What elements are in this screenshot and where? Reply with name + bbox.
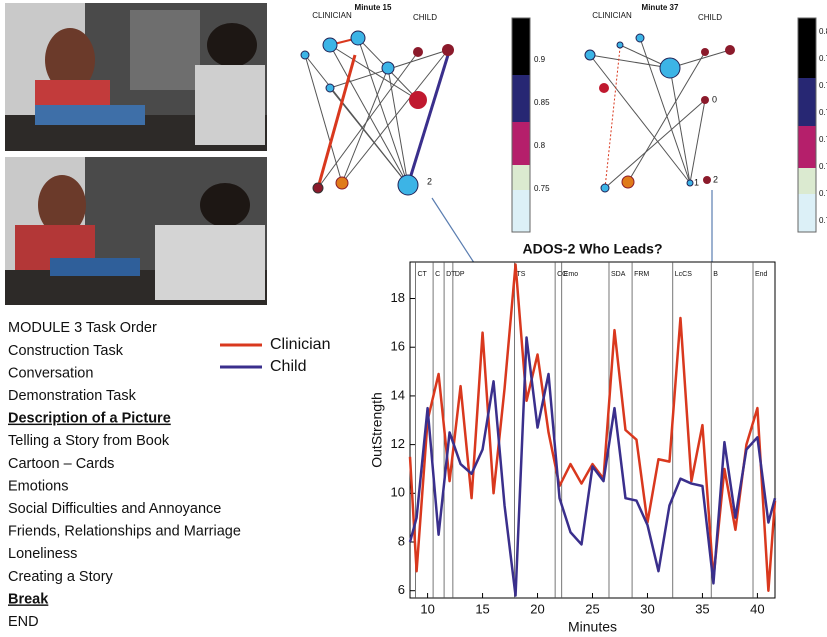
figure: CLINICIAN Minute 15 CHILD 2 CLINICIAN Mi… [0, 0, 827, 637]
segment-label: End [755, 271, 768, 278]
colorbar-tick-label: 0.75 [534, 184, 550, 193]
colorbar-tick-label: 0.8 [534, 141, 546, 150]
network-label: CLINICIAN [312, 11, 352, 20]
line-chart: ADOS-2 Who Leads? Minutes OutStrength 6 8 10 1… [369, 241, 775, 635]
node-label: 0 [712, 94, 717, 104]
network-title: Minute 15 [355, 3, 392, 12]
chart-title: ADOS-2 Who Leads? [522, 241, 662, 257]
network-label: CLINICIAN [592, 11, 632, 20]
legend-label: Child [270, 358, 306, 375]
colorbar: 0.9 0.85 0.8 0.75 [512, 18, 550, 232]
task-item: Description of a Picture [8, 411, 171, 427]
y-tick-label: 10 [391, 485, 405, 500]
x-tick-label: 30 [640, 601, 654, 616]
colorbar-tick-label: 0.8 [819, 27, 827, 36]
segment-label: SDA [611, 271, 626, 278]
segment-label: C [435, 271, 440, 278]
colorbar-tick-label: 0.7 [819, 216, 827, 225]
x-axis-label: Minutes [568, 619, 617, 635]
colorbar-tick-label: 0.7 [819, 54, 827, 63]
y-tick-label: 18 [391, 290, 405, 305]
task-list-title: MODULE 3 Task Order [8, 320, 157, 336]
photo [5, 157, 267, 305]
task-item: Conversation [8, 365, 93, 381]
task-item: Friends, Relationships and Marriage [8, 524, 241, 540]
y-tick-label: 6 [398, 582, 405, 597]
x-tick-label: 20 [530, 601, 544, 616]
colorbar-tick-label: 0.9 [534, 55, 546, 64]
node-label: 2 [427, 176, 432, 186]
colorbar-tick-label: 0.85 [534, 98, 550, 107]
y-tick-label: 14 [391, 387, 405, 402]
y-tick-label: 16 [391, 339, 405, 354]
node-label: 1 [694, 177, 699, 187]
task-item: Break [8, 591, 49, 607]
segment-label: DP [455, 271, 465, 278]
network: CLINICIAN Minute 15 CHILD 2 [301, 3, 454, 195]
segment-label: FRM [634, 271, 649, 278]
colorbar-tick-label: 0.7 [819, 189, 827, 198]
colorbar-tick-label: 0.7 [819, 108, 827, 117]
segment-label: B [713, 271, 718, 278]
task-item: Social Difficulties and Annoyance [8, 501, 221, 517]
segment-label: Emo [564, 271, 579, 278]
network-title: Minute 37 [642, 3, 679, 12]
colorbar-tick-label: 0.7 [819, 135, 827, 144]
colorbar-tick-label: 0.7 [819, 81, 827, 90]
node-label: 2 [713, 174, 718, 184]
x-tick-label: 25 [585, 601, 599, 616]
x-tick-label: 15 [475, 601, 489, 616]
segment-label: CT [417, 271, 427, 278]
y-tick-label: 8 [398, 533, 405, 548]
legend-label: Clinician [270, 336, 330, 353]
task-item: Telling a Story from Book [8, 433, 170, 449]
task-item: Construction Task [8, 343, 124, 359]
x-tick-label: 40 [750, 601, 764, 616]
task-item: Creating a Story [8, 569, 114, 585]
network-label: CHILD [698, 13, 722, 22]
task-item: Cartoon – Cards [8, 456, 114, 472]
task-item: Emotions [8, 478, 68, 494]
task-list: MODULE 3 Task Order Construction Task Conv… [8, 320, 241, 630]
network-label: CHILD [413, 13, 437, 22]
segment-label: TS [516, 271, 525, 278]
network: CLINICIAN Minute 37 CHILD 0 1 2 [585, 3, 735, 192]
x-tick-label: 35 [695, 601, 709, 616]
task-item: END [8, 614, 39, 630]
task-item: Demonstration Task [8, 388, 137, 404]
y-axis-label: OutStrength [369, 392, 385, 468]
task-item: Loneliness [8, 546, 77, 562]
photo [5, 3, 267, 151]
colorbar-tick-label: 0.7 [819, 162, 827, 171]
x-tick-label: 10 [420, 601, 434, 616]
segment-label: LcCS [675, 271, 692, 278]
colorbar: 0.8 0.7 0.7 0.7 0.7 0.7 0.7 0.7 [798, 18, 827, 232]
y-tick-label: 12 [391, 436, 405, 451]
